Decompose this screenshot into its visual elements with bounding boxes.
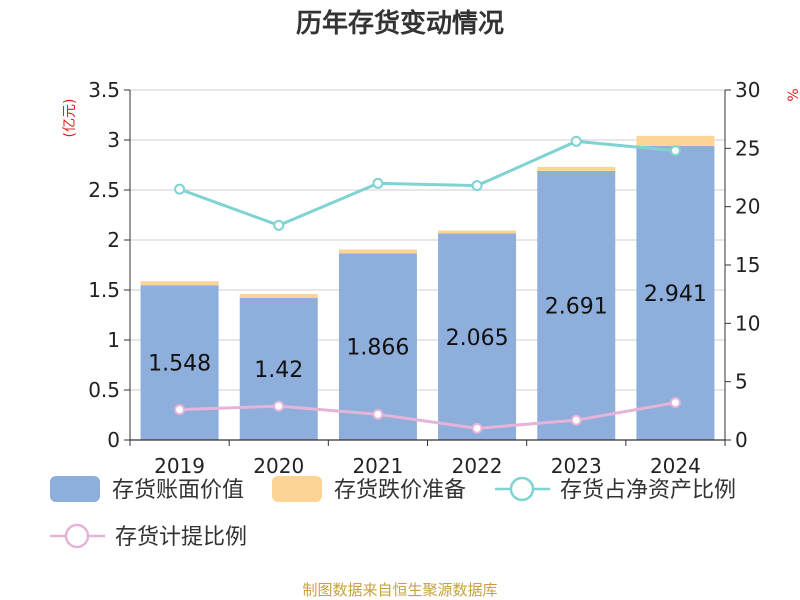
bar-impairment xyxy=(537,166,616,171)
right-tick-label: 10 xyxy=(735,311,760,335)
bar-book-value xyxy=(438,233,517,440)
legend-label: 存货计提比例 xyxy=(115,525,247,550)
point-provision-ratio xyxy=(570,414,582,426)
line-provision-ratio xyxy=(179,401,676,430)
left-axis-unit: (亿元) xyxy=(62,99,78,138)
right-tick-label: 0 xyxy=(735,428,748,452)
right-tick-label: 25 xyxy=(735,136,760,160)
left-tick-label: 3 xyxy=(107,128,120,152)
x-tick-label: 2019 xyxy=(154,454,205,478)
point-provision-ratio xyxy=(174,404,186,416)
legend-book-value: 存货账面价值 xyxy=(50,476,244,503)
legend-label: 存货占净资产比例 xyxy=(560,478,736,503)
point-net-asset-ratio xyxy=(669,145,681,157)
bar-impairment xyxy=(239,294,318,298)
bar-impairment xyxy=(140,281,219,286)
x-tick-label: 2020 xyxy=(253,454,304,478)
x-tick-label: 2021 xyxy=(352,454,403,478)
bar-book-value xyxy=(537,170,616,440)
left-tick-label: 0.5 xyxy=(88,378,120,402)
bar-impairment xyxy=(636,135,715,146)
point-net-asset-ratio xyxy=(372,177,384,189)
right-tick-label: 15 xyxy=(735,253,760,277)
line-net-asset-ratio xyxy=(179,139,676,227)
legend-impairment: 存货跌价准备 xyxy=(272,476,466,503)
left-tick-label: 3.5 xyxy=(88,78,120,102)
left-tick-label: 1 xyxy=(107,328,120,352)
point-provision-ratio xyxy=(471,422,483,434)
source-note: 制图数据来自恒生聚源数据库 xyxy=(302,581,497,599)
legend-net-asset-ratio: 存货占净资产比例 xyxy=(495,476,736,503)
right-tick-label: 20 xyxy=(735,195,760,219)
point-net-asset-ratio xyxy=(471,180,483,192)
legend-swatch xyxy=(272,476,322,502)
bar-value-label: 1.866 xyxy=(346,336,409,361)
legend-label: 存货账面价值 xyxy=(112,478,244,503)
chart-title: 历年存货变动情况 xyxy=(296,8,504,39)
point-provision-ratio xyxy=(273,400,285,412)
point-provision-ratio xyxy=(372,408,384,420)
bar-value-label: 2.691 xyxy=(545,294,608,319)
point-provision-ratio xyxy=(669,397,681,409)
bar-impairment xyxy=(338,249,417,254)
legend-marker xyxy=(64,523,90,549)
bar-book-value xyxy=(239,298,318,440)
legend-marker xyxy=(509,476,535,502)
bar-value-label: 2.065 xyxy=(446,326,509,351)
grid xyxy=(130,89,725,391)
x-tick-label: 2022 xyxy=(452,454,503,478)
left-tick-label: 2 xyxy=(107,228,120,252)
bar-impairment xyxy=(438,230,517,234)
axes: 0 0.5 1 1.5 2 2.5 3 3.5 0 5 10 15 20 25 30 2019 2020 2021… xyxy=(88,78,760,478)
legend-provision-ratio: 存货计提比例 xyxy=(50,523,247,550)
left-tick-label: 0 xyxy=(107,428,120,452)
x-tick-label: 2024 xyxy=(650,454,701,478)
bars xyxy=(140,135,715,440)
point-net-asset-ratio xyxy=(273,219,285,231)
legend-label: 存货跌价准备 xyxy=(334,478,466,503)
right-tick-label: 30 xyxy=(735,78,760,102)
bar-book-value xyxy=(636,145,715,440)
legend-swatch xyxy=(50,476,100,502)
point-net-asset-ratio xyxy=(570,135,582,147)
lines xyxy=(174,135,681,434)
point-net-asset-ratio xyxy=(174,183,186,195)
left-tick-label: 2.5 xyxy=(88,178,120,202)
x-tick-label: 2023 xyxy=(551,454,602,478)
bar-value-label: 1.42 xyxy=(254,358,303,383)
data-labels: 1.548 1.42 1.866 2.065 2.691 2.941 xyxy=(148,282,707,383)
right-axis-unit: % xyxy=(786,88,800,101)
bar-value-label: 2.941 xyxy=(644,282,707,307)
bar-value-label: 1.548 xyxy=(148,352,211,377)
left-tick-label: 1.5 xyxy=(88,278,120,302)
right-tick-label: 5 xyxy=(735,370,748,394)
